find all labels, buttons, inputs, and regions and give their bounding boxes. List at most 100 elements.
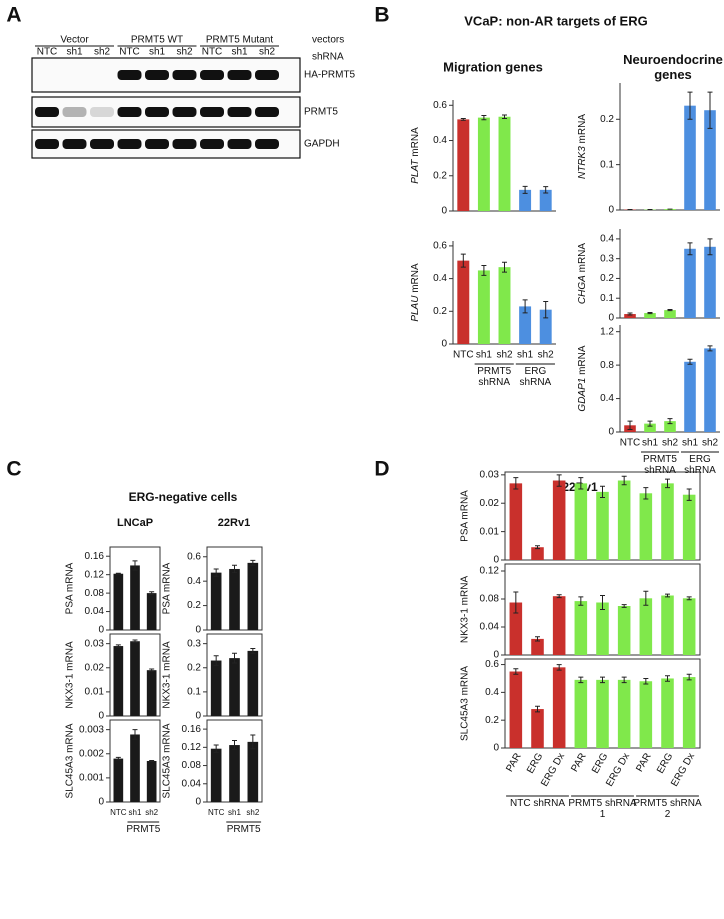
y-tick-label: 0 xyxy=(441,339,447,350)
error-bar xyxy=(647,311,653,315)
y-tick-label: 0.4 xyxy=(187,576,201,587)
bar xyxy=(113,646,124,716)
bar xyxy=(704,348,716,432)
bar xyxy=(617,606,631,655)
bar xyxy=(130,734,140,802)
panel-label: A xyxy=(6,4,21,27)
y-axis-label: GDAP1 mRNA xyxy=(577,345,588,411)
error-bar xyxy=(621,676,627,684)
y-tick-label: 0 xyxy=(98,711,104,722)
group-label: ERG shRNA xyxy=(684,454,716,476)
error-bar xyxy=(643,677,649,685)
group-label: PRMT5 shRNA xyxy=(643,454,677,476)
x-tick-label: ERG xyxy=(525,751,545,775)
bar xyxy=(457,260,470,344)
bar xyxy=(552,596,566,655)
bar xyxy=(509,483,523,560)
bar xyxy=(539,189,552,211)
error-bar xyxy=(149,760,155,762)
x-tick-label: sh1 xyxy=(682,438,699,449)
error-bar xyxy=(686,673,692,681)
blot-band xyxy=(90,107,114,117)
bar xyxy=(596,491,609,560)
group-label: ERG shRNA xyxy=(519,366,552,388)
error-bar xyxy=(687,358,693,365)
error-bar xyxy=(502,261,507,273)
y-tick-label: 0.08 xyxy=(182,760,202,771)
blot-band xyxy=(227,139,252,149)
blot-band xyxy=(35,139,59,149)
bar xyxy=(664,421,676,432)
lane-label: sh1 xyxy=(66,47,83,58)
y-tick-label: 0 xyxy=(195,797,201,808)
error-bar xyxy=(232,740,237,751)
bar xyxy=(552,667,566,748)
bar xyxy=(498,116,511,211)
error-bar xyxy=(707,238,713,256)
y-tick-label: 0.6 xyxy=(187,551,201,562)
y-axis-label: SLC45A3 mRNA xyxy=(162,723,173,798)
bar xyxy=(130,641,140,716)
bar xyxy=(229,745,240,802)
bar xyxy=(457,119,470,211)
y-tick-label: 0.2 xyxy=(187,600,201,611)
error-bar xyxy=(502,114,507,119)
error-bar xyxy=(578,596,584,606)
blot-band xyxy=(255,107,279,117)
bar xyxy=(509,602,523,655)
y-tick-label: 0.16 xyxy=(182,724,202,735)
blot-band xyxy=(90,139,114,149)
y-tick-label: 0.02 xyxy=(480,498,500,509)
group-label: PRMT5 xyxy=(226,824,261,835)
error-bar xyxy=(535,636,540,642)
error-bar xyxy=(522,299,528,314)
y-tick-label: 0 xyxy=(608,313,614,324)
x-tick-label: sh2 xyxy=(496,350,513,361)
blot-band xyxy=(200,139,224,149)
y-tick-label: 0.1 xyxy=(600,293,614,304)
error-bar xyxy=(250,647,256,654)
error-bar xyxy=(132,560,138,571)
y-axis-label: PSA mRNA xyxy=(460,490,471,542)
y-tick-label: 0.12 xyxy=(182,742,202,753)
y-tick-label: 0.2 xyxy=(485,715,499,726)
bar xyxy=(113,573,124,630)
error-bar xyxy=(132,729,138,740)
column-title: LNCaP xyxy=(117,517,153,529)
y-tick-label: 0.16 xyxy=(85,551,105,562)
x-tick-label: sh2 xyxy=(702,438,719,449)
bar xyxy=(229,568,240,630)
y-axis-label: CHGA mRNA xyxy=(577,243,588,304)
blot-band xyxy=(172,139,197,149)
y-tick-label: 0.12 xyxy=(85,569,105,580)
bar xyxy=(552,480,566,560)
lane-label: sh2 xyxy=(259,47,276,58)
panel-title: VCaP: non-AR targets of ERG xyxy=(464,13,647,28)
x-tick-label: sh1 xyxy=(517,350,534,361)
bar xyxy=(210,748,222,802)
y-tick-label: 0.002 xyxy=(79,748,104,759)
y-tick-label: 0 xyxy=(493,743,499,754)
blot-band xyxy=(200,107,224,117)
group-label: PRMT5 shRNA xyxy=(477,366,512,388)
y-tick-label: 0.2 xyxy=(187,662,201,673)
y-tick-label: 0.08 xyxy=(480,594,500,605)
x-tick-label: PAR xyxy=(634,751,653,774)
y-tick-label: 0.003 xyxy=(79,724,104,735)
blot-band xyxy=(255,139,279,149)
panel-label: C xyxy=(6,458,21,481)
bar xyxy=(210,660,222,716)
error-bar xyxy=(600,485,605,499)
lane-label: NTC xyxy=(119,47,140,58)
y-tick-label: 0 xyxy=(195,711,201,722)
bar xyxy=(617,480,631,560)
blot-band xyxy=(227,70,252,80)
blot-band xyxy=(117,107,142,117)
error-bar xyxy=(665,593,670,598)
error-bar xyxy=(213,744,219,753)
bar xyxy=(624,314,636,318)
y-tick-label: 0 xyxy=(98,625,104,636)
error-bar xyxy=(647,420,653,427)
bar xyxy=(539,309,552,344)
y-tick-label: 0.12 xyxy=(480,566,500,577)
